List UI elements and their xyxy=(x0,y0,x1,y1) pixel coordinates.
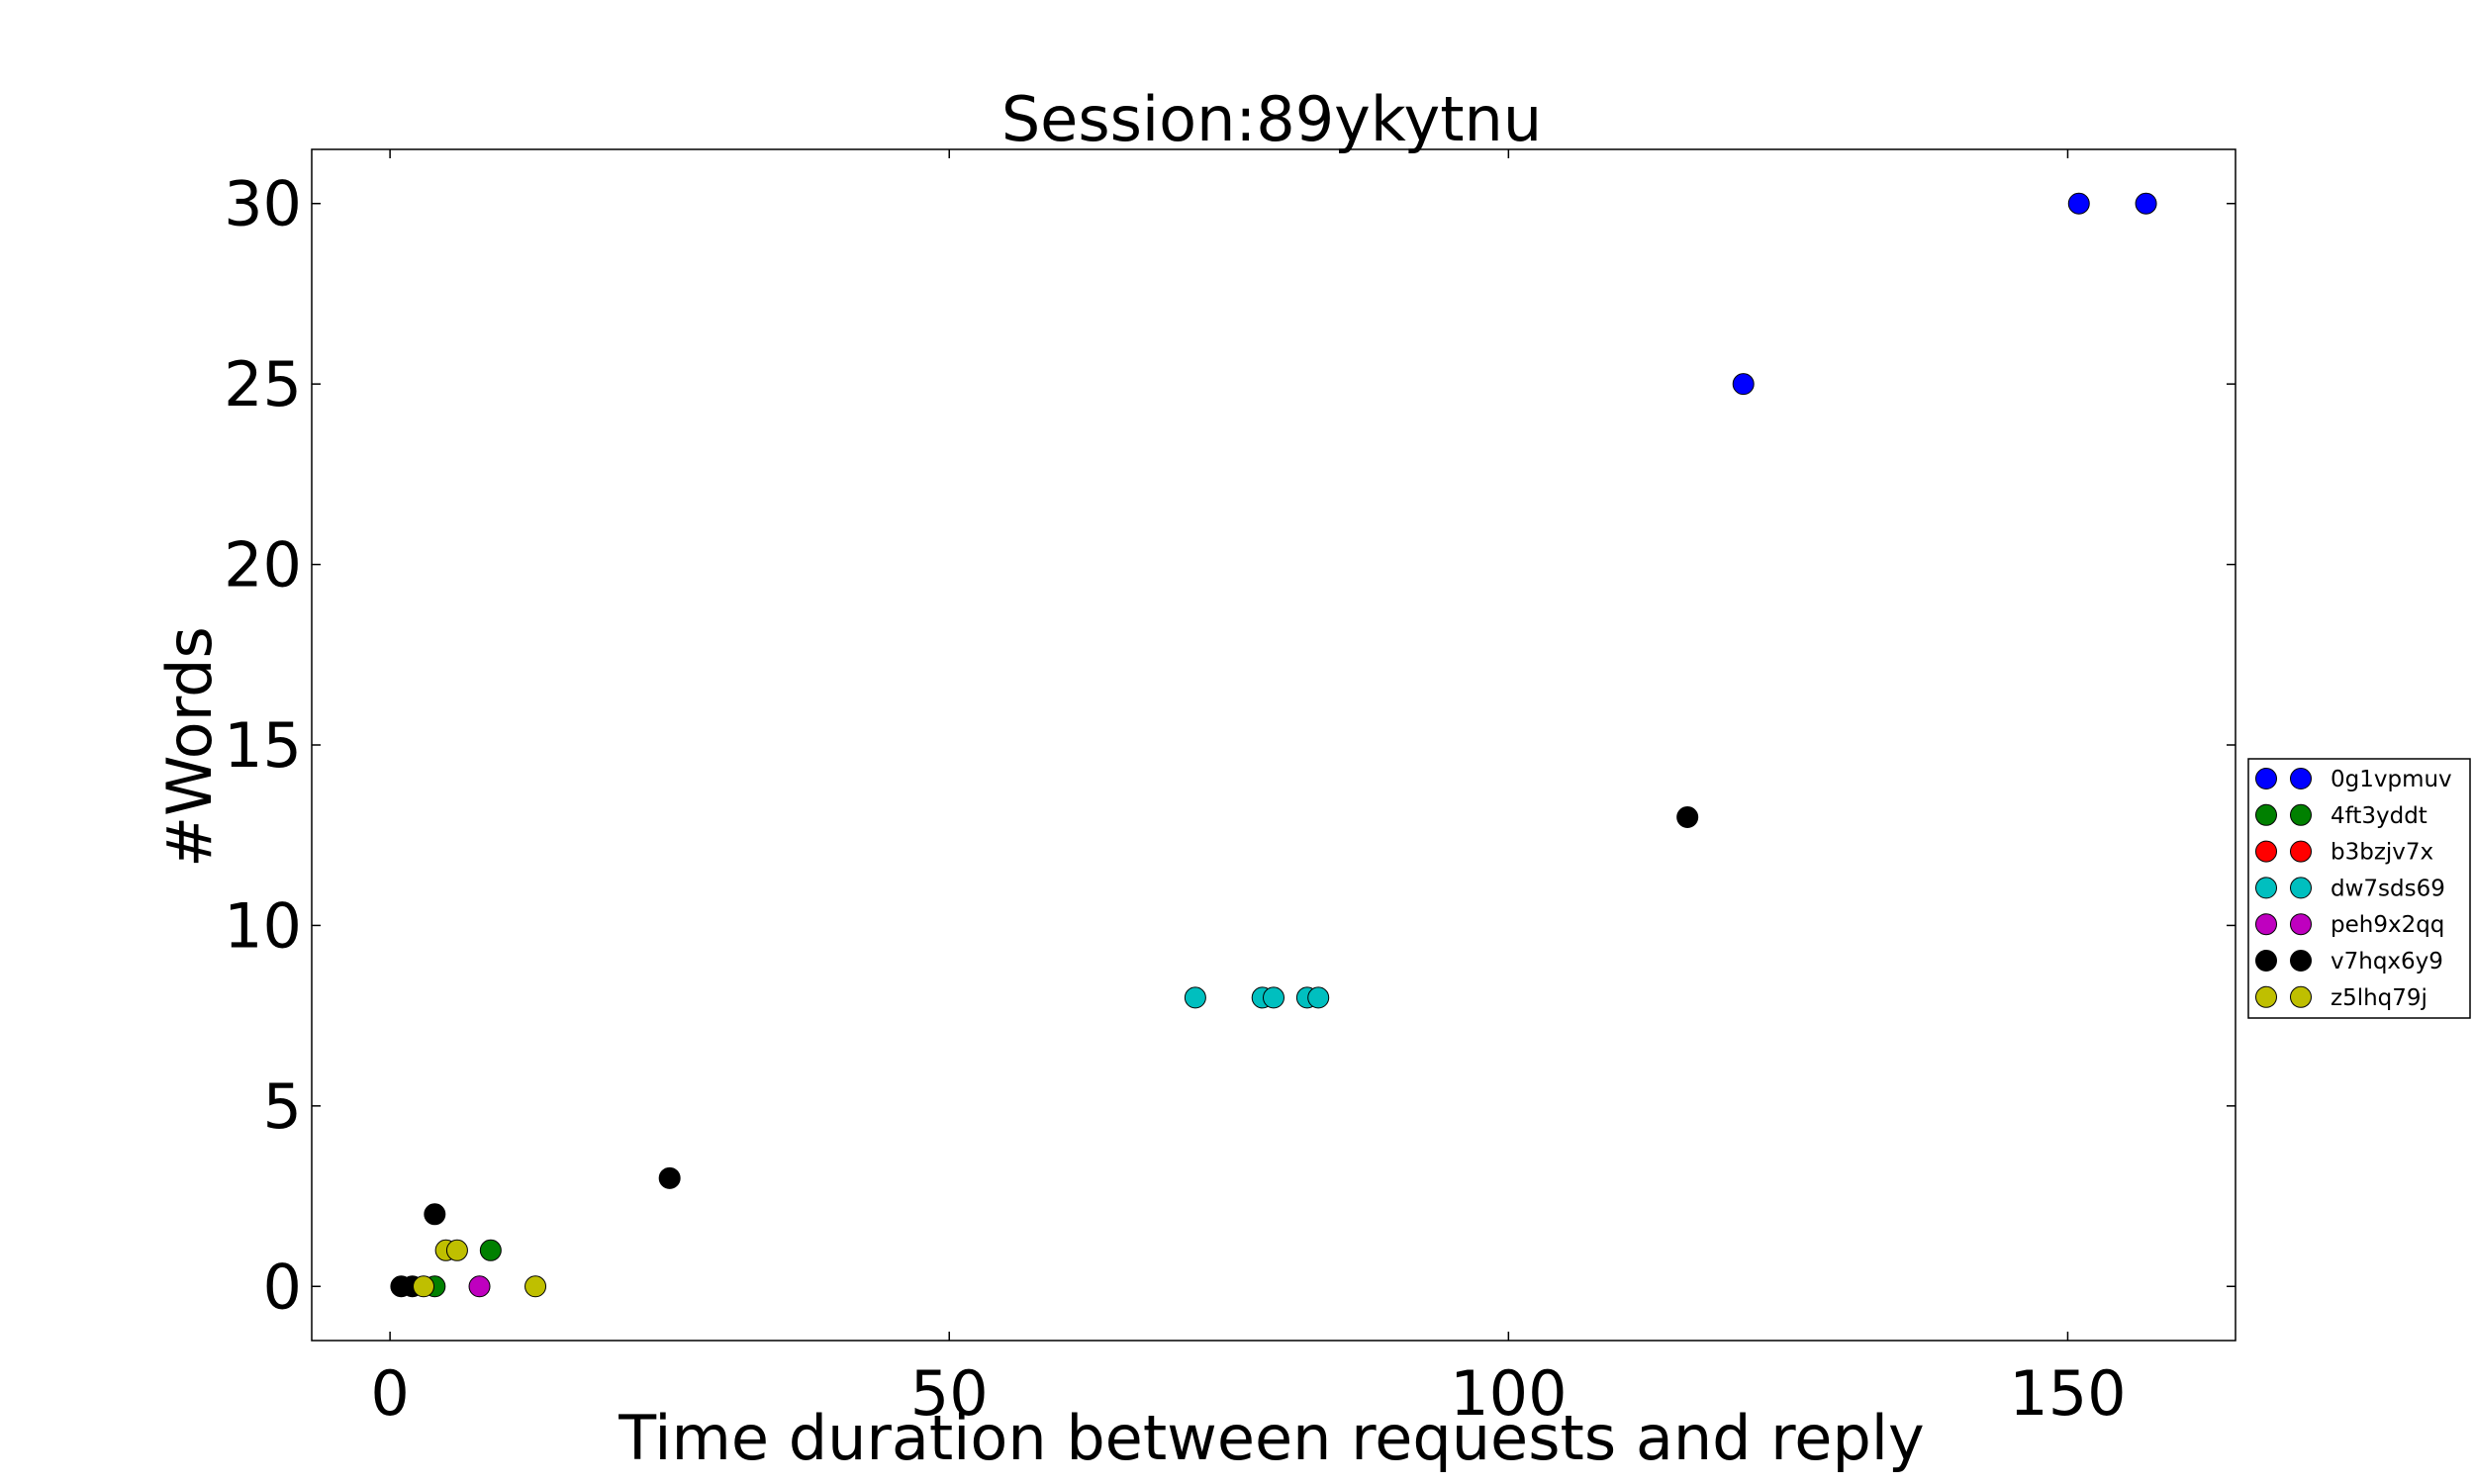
data-point-z5lhq79j xyxy=(524,1275,547,1298)
y-tick-label: 25 xyxy=(224,348,302,420)
x-tick-label: 100 xyxy=(1450,1357,1567,1430)
plot-area xyxy=(390,192,2157,1298)
legend-frame xyxy=(2247,758,2471,1019)
legend-label: dw7sds69 xyxy=(2331,876,2445,901)
x-tick-label: 50 xyxy=(910,1357,989,1430)
chart-title: Session:89ykytnu xyxy=(1001,83,1542,155)
legend-label: z5lhq79j xyxy=(2331,985,2427,1011)
data-point-z5lhq79j xyxy=(445,1239,468,1261)
x-axis-ticks: 0 50 100 150 xyxy=(370,149,2127,1430)
legend-marker xyxy=(2255,985,2277,1008)
legend-marker xyxy=(2290,985,2312,1008)
y-axis-ticks: 0 5 10 15 20 25 30 xyxy=(224,168,2236,1323)
x-tick-label: 150 xyxy=(2009,1357,2126,1430)
legend-marker xyxy=(2255,913,2277,936)
legend-marker xyxy=(2290,840,2312,863)
data-point-dw7sds69 xyxy=(1307,986,1330,1009)
legend-marker xyxy=(2290,913,2312,936)
legend-marker xyxy=(2290,950,2312,972)
legend-label: peh9x2qq xyxy=(2331,912,2444,938)
data-point-dw7sds69 xyxy=(1263,986,1285,1009)
data-point-4ft3yddt xyxy=(479,1239,502,1261)
x-tick-label: 0 xyxy=(370,1357,409,1430)
y-tick-label: 20 xyxy=(224,529,302,602)
legend-marker xyxy=(2290,768,2312,789)
legend-marker xyxy=(2290,877,2312,899)
legend-marker xyxy=(2290,803,2312,826)
y-tick-label: 10 xyxy=(224,889,302,962)
y-tick-label: 5 xyxy=(263,1070,302,1143)
data-point-peh9x2qq xyxy=(468,1275,491,1298)
data-point-v7hqx6y9 xyxy=(1676,805,1699,828)
legend-marker xyxy=(2255,950,2277,972)
legend-label: b3bzjv7x xyxy=(2331,840,2433,866)
data-point-0g1vpmuv xyxy=(2067,192,2090,215)
legend-marker xyxy=(2255,840,2277,863)
y-axis-label: #Words xyxy=(153,626,226,868)
data-point-0g1vpmuv xyxy=(2135,192,2157,215)
x-axis-label: Time duration between requests and reply xyxy=(618,1402,1924,1474)
legend-label: v7hqx6y9 xyxy=(2331,949,2443,974)
legend-label: 0g1vpmuv xyxy=(2331,767,2452,792)
legend-marker xyxy=(2255,877,2277,899)
data-point-z5lhq79j xyxy=(413,1275,435,1298)
data-point-v7hqx6y9 xyxy=(658,1166,681,1189)
legend-marker xyxy=(2255,803,2277,826)
legend-marker xyxy=(2255,768,2277,789)
y-tick-label: 15 xyxy=(224,709,302,782)
legend: 0g1vpmuv 4ft3yddt b3bzjv7x dw7sds69 peh9x2qq… xyxy=(2247,758,2471,1019)
y-tick-label: 30 xyxy=(224,168,302,240)
legend-label: 4ft3yddt xyxy=(2331,803,2427,829)
data-point-v7hqx6y9 xyxy=(424,1203,446,1226)
data-point-0g1vpmuv xyxy=(1732,373,1755,396)
data-point-dw7sds69 xyxy=(1184,986,1206,1009)
y-tick-label: 0 xyxy=(263,1251,302,1323)
